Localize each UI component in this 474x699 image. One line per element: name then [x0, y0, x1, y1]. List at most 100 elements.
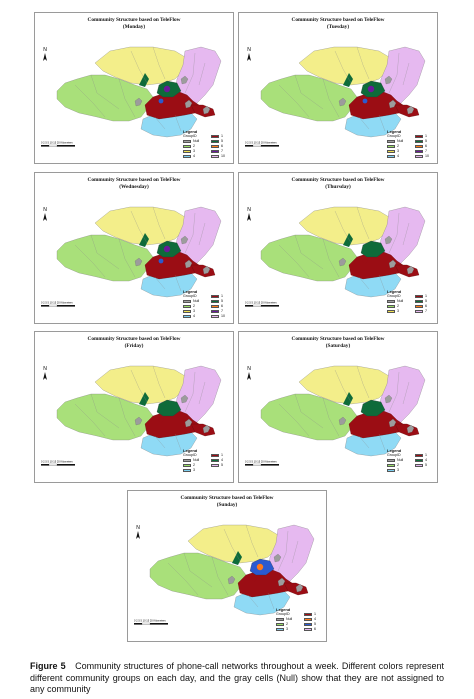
map-panel: N 0 2.5 5 10 15 20 Kilometers Community St…: [34, 12, 234, 164]
cell-boundary: [278, 403, 310, 437]
region-center-tail: [394, 104, 420, 118]
null-cell: [202, 105, 211, 115]
null-cell: [406, 424, 415, 434]
cell-boundary: [388, 52, 400, 94]
legend-label: 3: [193, 149, 195, 153]
legend-item: 6: [415, 304, 437, 309]
legend-item: 1: [415, 134, 437, 139]
legend-swatch: [387, 149, 395, 154]
legend-item: 7: [415, 309, 437, 314]
legend: Legend GroupID 1 Null 4 2 5 3: [183, 448, 233, 473]
legend-label: 2: [193, 304, 195, 308]
legend-title: Legend: [276, 607, 291, 612]
legend-swatch: [387, 154, 395, 159]
legend-swatch: [415, 453, 423, 458]
legend-swatch: [183, 139, 191, 144]
legend-item: 1: [415, 294, 437, 299]
cell-boundary: [294, 234, 324, 270]
cell-boundary: [388, 371, 400, 413]
north-label: N: [136, 525, 140, 531]
cell-boundary: [223, 528, 241, 562]
legend-swatch: [415, 149, 423, 154]
region-spot: [343, 73, 353, 87]
legend-swatch: [211, 299, 219, 304]
legend-label: 1: [221, 134, 223, 138]
legend-swatch: [211, 144, 219, 149]
legend-label: 6: [221, 144, 223, 148]
north-arrow-icon: [43, 372, 47, 380]
legend-swatch: [415, 463, 423, 468]
north-arrow-icon: [247, 213, 251, 221]
cell-boundary: [174, 433, 182, 451]
region-east: [174, 46, 222, 110]
null-cell: [184, 418, 193, 428]
legend-item: 5: [415, 463, 437, 468]
legend: Legend GroupID 1 Null 5 2 6 3 7 4 10: [183, 289, 233, 319]
cell-boundary: [358, 435, 370, 449]
legend-swatch: [211, 134, 219, 139]
legend-item: Null: [387, 139, 415, 144]
scale-bar-segment: [141, 622, 151, 625]
legend-swatch: [183, 468, 191, 473]
scale-bar: [41, 305, 75, 307]
legend-item: 2: [387, 144, 415, 149]
community-map: N 0 2.5 5 10 15 20 Kilometers: [245, 365, 426, 466]
panel-day: (Tuesday): [326, 24, 350, 30]
legend-swatch: [387, 309, 395, 314]
cell-boundary: [118, 397, 136, 437]
legend-item: 7: [211, 309, 233, 314]
cell-boundary: [152, 206, 166, 240]
legend-label: 5: [425, 463, 427, 467]
legend-label: 7: [425, 309, 427, 313]
legend-label: GroupID: [387, 453, 401, 457]
cell-boundary: [334, 369, 352, 403]
region-east: [267, 524, 315, 588]
region-core-2: [158, 258, 164, 264]
legend-label: GroupID: [183, 453, 197, 457]
cell-boundary: [294, 393, 324, 429]
legend-swatch: [211, 304, 219, 309]
legend-swatch: [211, 294, 219, 299]
cell-boundary: [90, 234, 120, 270]
legend-item: 6: [211, 304, 233, 309]
region-core: [163, 245, 171, 253]
legend-swatch: [415, 144, 423, 149]
scale-bar: [245, 464, 279, 466]
region-spot: [343, 233, 353, 247]
legend-label: 1: [221, 294, 223, 298]
legend-label: 3: [193, 309, 195, 313]
cell-boundary: [152, 46, 166, 80]
legend-item: GroupID: [276, 612, 304, 617]
legend-swatch: [183, 458, 191, 463]
legend-label: GroupID: [183, 134, 197, 138]
legend-label: Null: [286, 617, 293, 621]
legend-swatch: [387, 139, 395, 144]
legend-swatch: [183, 463, 191, 468]
legend-item: 3: [387, 149, 415, 154]
null-cell: [384, 75, 393, 85]
legend-item: 2: [183, 463, 211, 468]
legend: Legend GroupID 1 Null 5 2 6 3 7 4 10: [387, 129, 437, 159]
region-center-tail: [283, 582, 309, 596]
legend-item: 4: [183, 154, 211, 159]
legend-swatch: [211, 309, 219, 314]
legend-label: 2: [397, 304, 399, 308]
legend-item: Null: [276, 617, 304, 622]
legend-swatch: [183, 299, 191, 304]
region-east: [174, 365, 222, 429]
north-arrow-icon: [247, 53, 251, 61]
legend-label: Null: [193, 458, 200, 462]
cell-boundary: [74, 84, 106, 118]
north-label: N: [247, 207, 251, 213]
region-core: [367, 245, 375, 253]
cell-boundary: [322, 78, 340, 118]
legend-swatch: [415, 154, 423, 159]
cell-boundary: [154, 435, 166, 449]
legend-label: 4: [425, 458, 427, 462]
legend-title: Legend: [387, 448, 402, 453]
community-map: N 0 2.5 5 10 15 20 Kilometers: [41, 46, 222, 147]
cell-boundary: [402, 222, 410, 246]
cell-boundary: [130, 50, 148, 84]
north-label: N: [247, 47, 251, 53]
null-cell: [227, 575, 236, 585]
